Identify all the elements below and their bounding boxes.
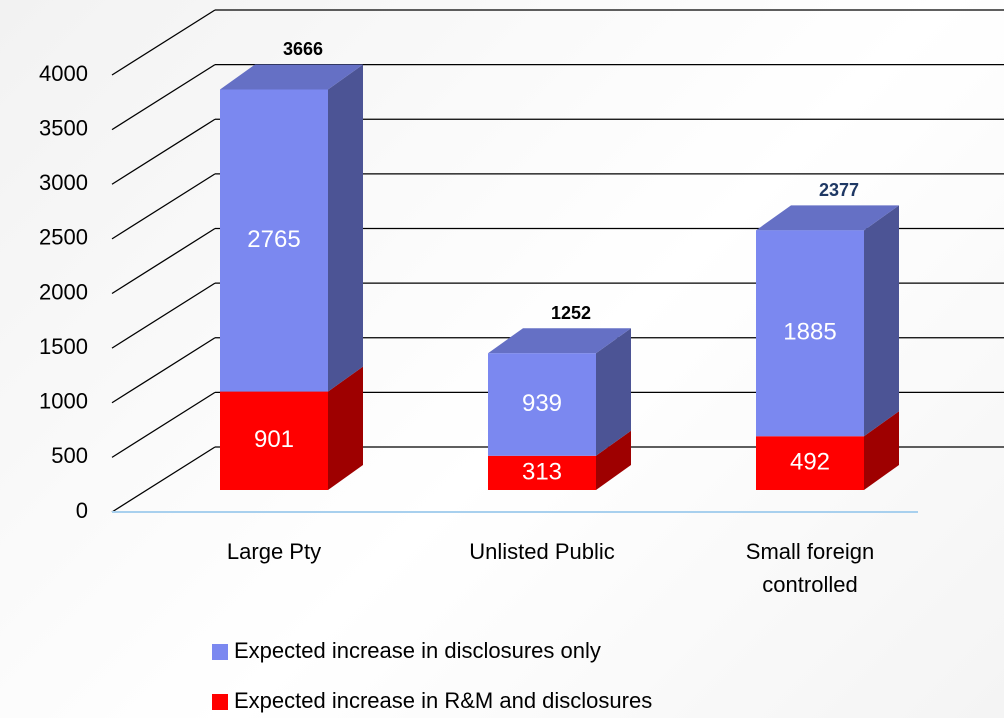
bar-top [756, 205, 899, 231]
y-tick-label: 4000 [39, 61, 88, 86]
bar [488, 455, 596, 490]
grid-line [111, 118, 216, 185]
legend-swatch [212, 644, 228, 660]
legend-label: Expected increase in R&M and disclosures [234, 688, 652, 713]
data-label: 492 [790, 448, 830, 475]
y-tick-label: 2000 [39, 279, 88, 304]
y-tick-label: 1500 [39, 334, 88, 359]
y-tick-label: 0 [76, 498, 88, 523]
legend-swatch [212, 694, 228, 710]
bar-side [596, 328, 631, 456]
grid-line [111, 64, 216, 131]
data-label: 901 [254, 426, 294, 453]
bar-side [864, 411, 899, 490]
y-tick-label: 3500 [39, 115, 88, 140]
bar [488, 353, 596, 456]
bar [756, 436, 864, 490]
y-tick-label: 500 [51, 443, 88, 468]
bar-side [328, 366, 363, 490]
grid-line [111, 446, 216, 513]
grid-line [111, 282, 216, 349]
bar [220, 391, 328, 490]
y-tick-label: 2500 [39, 225, 88, 250]
grid-line [111, 173, 216, 240]
x-tick-label: Large Pty [227, 539, 321, 564]
total-label: 2377 [819, 180, 859, 200]
total-label: 1252 [551, 303, 591, 323]
bar-top [488, 328, 631, 354]
data-label: 1885 [783, 319, 836, 346]
bar [756, 230, 864, 437]
y-tick-label: 3000 [39, 170, 88, 195]
grid-line [111, 227, 216, 295]
bar-side [864, 205, 899, 437]
grid-line [111, 337, 216, 404]
grid-line [111, 9, 216, 76]
data-label: 939 [522, 390, 562, 417]
bar-top [220, 64, 363, 90]
bar [220, 89, 328, 392]
y-tick-label: 1000 [39, 389, 88, 414]
data-label: 313 [522, 458, 562, 485]
bar-side [596, 430, 631, 490]
x-tick-label: Unlisted Public [469, 539, 615, 564]
grid-line [111, 391, 216, 458]
legend-label: Expected increase in disclosures only [234, 638, 601, 663]
x-tick-label: Small foreign controlled [746, 539, 874, 597]
data-label: 2765 [247, 226, 300, 253]
bar-side [328, 64, 363, 392]
total-label: 3666 [283, 39, 323, 59]
